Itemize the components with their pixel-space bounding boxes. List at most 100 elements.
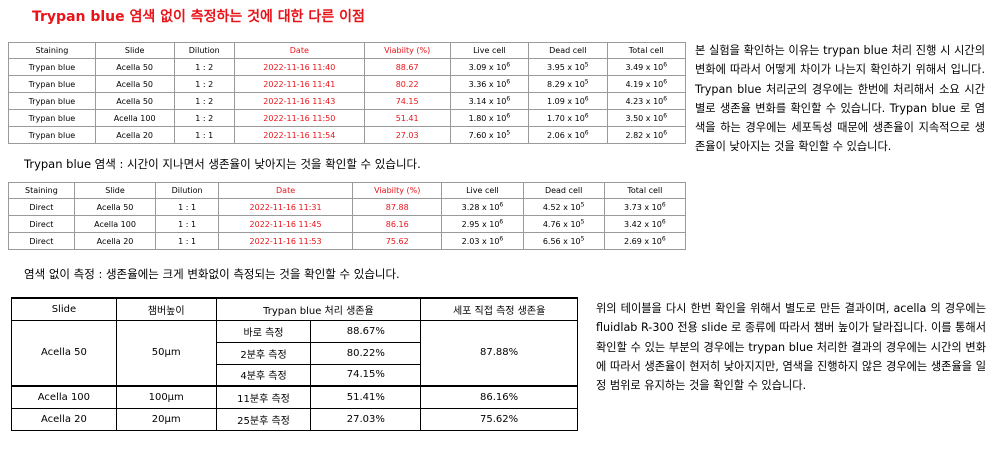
cell-chamber-height: 100μm (115, 385, 217, 409)
table-row: Trypan blue Acella 50 1 : 2 2022-11-16 1… (8, 75, 687, 93)
cell-total-mantissa: 2.69 x 10 (624, 236, 662, 246)
summary-paragraph: 위의 테이블을 다시 한번 확인을 위해서 별도로 만든 결과이며, acell… (596, 302, 986, 393)
cell-total-exp: 6 (663, 77, 668, 85)
cell-dead-exp: 6 (584, 94, 589, 102)
cell-total: 3.42 x 106 (603, 215, 687, 233)
cell-dead: 4.52 x 105 (522, 198, 605, 216)
cell-total: 3.49 x 106 (606, 58, 687, 76)
direct-table: Staining Slide Dilution Date Viabilty (%… (8, 182, 687, 250)
cell-total-exp: 6 (661, 234, 666, 242)
cell-total-mantissa: 3.73 x 10 (624, 202, 662, 212)
header-dead-cell: Dead cell (528, 42, 608, 59)
cell-live-mantissa: 2.95 x 10 (461, 219, 500, 229)
cell-dead: 1.09 x 106 (528, 92, 608, 110)
header-date: Date (217, 182, 354, 199)
cell-viability: 75.62 (352, 232, 443, 250)
cell-slide: Acella 50 (73, 198, 157, 216)
cell-live-exp: 5 (506, 128, 511, 136)
cell-viability: 27.03 (363, 126, 451, 144)
header-dilution: Dilution (155, 182, 219, 199)
table-row: Trypan blue Acella 50 1 : 2 2022-11-16 1… (8, 58, 687, 76)
cell-dilution: 1 : 2 (173, 75, 236, 93)
cell-viability: 51.41 (363, 109, 451, 127)
cell-dead: 3.95 x 105 (528, 58, 608, 76)
cell-staining: Trypan blue (8, 75, 96, 93)
cell-dead-exp: 6 (584, 111, 589, 119)
direct-caption: 염색 없이 측정 : 생존율에는 크게 변화없이 측정되는 것을 확인할 수 있… (24, 267, 400, 281)
cell-staining: Trypan blue (8, 109, 96, 127)
cell-live: 2.03 x 106 (441, 232, 524, 250)
cell-slide: Acella 50 (94, 75, 175, 93)
table-row: Trypan blue Acella 50 1 : 2 2022-11-16 1… (8, 92, 687, 110)
summary-table: Slide 챔버높이 Trypan blue 처리 생존율 세포 직접 측정 생… (11, 297, 578, 431)
cell-live: 7.60 x 105 (449, 126, 530, 144)
cell-live: 2.95 x 106 (441, 215, 524, 233)
cell-staining: Direct (8, 215, 75, 233)
cell-dead: 6.56 x 105 (522, 232, 605, 250)
cell-date: 2022-11-16 11:53 (217, 232, 354, 250)
table-row: 4분후 측정 74.15% (12, 363, 578, 387)
cell-dilution: 1 : 2 (173, 92, 236, 110)
cell-staining: Direct (8, 232, 75, 250)
header-staining: Staining (8, 182, 75, 199)
cell-dead: 4.76 x 105 (522, 215, 605, 233)
cell-dead-mantissa: 8.29 x 10 (546, 79, 585, 89)
cell-date: 2022-11-16 11:50 (234, 109, 365, 127)
cell-total: 4.23 x 106 (606, 92, 687, 110)
cell-date: 2022-11-16 11:40 (234, 58, 365, 76)
header-direct-viability: 세포 직접 측정 생존율 (420, 297, 578, 321)
header-slide: Slide (94, 42, 175, 59)
cell-total-exp: 6 (661, 217, 666, 225)
cell-timing: 바로 측정 (215, 319, 312, 343)
header-live-cell: Live cell (449, 42, 530, 59)
cell-date: 2022-11-16 11:41 (234, 75, 365, 93)
cell-live-exp: 6 (506, 111, 511, 119)
header-slide: Slide (73, 182, 157, 199)
header-trypan-viability: Trypan blue 처리 생존율 (215, 297, 422, 321)
cell-slide: Acella 50 (94, 58, 175, 76)
cell-live-mantissa: 3.09 x 10 (468, 62, 507, 72)
table-header-row: Staining Slide Dilution Date Viabilty (%… (8, 42, 687, 59)
cell-dilution: 1 : 1 (155, 198, 219, 216)
cell-direct-viability: 75.62% (420, 407, 578, 431)
header-total-cell: Total cell (603, 182, 687, 199)
explanation-paragraph: 본 실험을 확인하는 이유는 trypan blue 처리 진행 시 시간의 변… (695, 44, 985, 154)
cell-slide: Acella 20 (11, 407, 117, 431)
cell-total-mantissa: 2.82 x 10 (625, 130, 664, 140)
cell-dead-mantissa: 3.95 x 10 (546, 62, 585, 72)
cell-live: 3.36 x 106 (449, 75, 530, 93)
cell-total-mantissa: 3.49 x 10 (625, 62, 664, 72)
cell-slide: Acella 100 (94, 109, 175, 127)
table-row: Acella 50 50μm 바로 측정 88.67% 87.88% (11, 319, 578, 387)
cell-dead-mantissa: 2.06 x 10 (546, 130, 585, 140)
cell-total: 3.73 x 106 (603, 198, 687, 216)
cell-total-mantissa: 4.19 x 10 (625, 79, 664, 89)
cell-staining: Direct (8, 198, 75, 216)
cell-slide: Acella 100 (73, 215, 157, 233)
cell-live-mantissa: 1.80 x 10 (468, 113, 507, 123)
cell-live: 1.80 x 106 (449, 109, 530, 127)
cell-total-mantissa: 3.50 x 10 (625, 113, 664, 123)
cell-dead-exp: 5 (580, 217, 585, 225)
cell-live-exp: 6 (506, 77, 511, 85)
header-dead-cell: Dead cell (522, 182, 605, 199)
cell-dead: 1.70 x 106 (528, 109, 608, 127)
cell-trypan-viability: 51.41% (310, 385, 422, 409)
cell-date: 2022-11-16 11:43 (234, 92, 365, 110)
cell-slide: Acella 50 (94, 92, 175, 110)
header-total-cell: Total cell (606, 42, 687, 59)
cell-live-mantissa: 7.60 x 10 (468, 130, 507, 140)
cell-trypan-viability: 80.22% (310, 341, 422, 365)
cell-slide: Acella 100 (11, 385, 117, 409)
cell-live-exp: 6 (499, 217, 504, 225)
header-live-cell: Live cell (441, 182, 524, 199)
cell-staining: Trypan blue (8, 126, 96, 144)
page-title: Trypan blue 염색 없이 측정하는 것에 대한 다른 이점 (32, 9, 365, 25)
cell-total-exp: 6 (663, 60, 668, 68)
table-row: Direct Acella 50 1 : 1 2022-11-16 11:31 … (8, 198, 687, 216)
cell-date: 2022-11-16 11:54 (234, 126, 365, 144)
cell-viability: 86.16 (352, 215, 443, 233)
table-row: Acella 100 100μm 11분후 측정 51.41% 86.16% (11, 385, 578, 409)
cell-total: 2.69 x 106 (603, 232, 687, 250)
cell-total-mantissa: 4.23 x 10 (625, 96, 664, 106)
